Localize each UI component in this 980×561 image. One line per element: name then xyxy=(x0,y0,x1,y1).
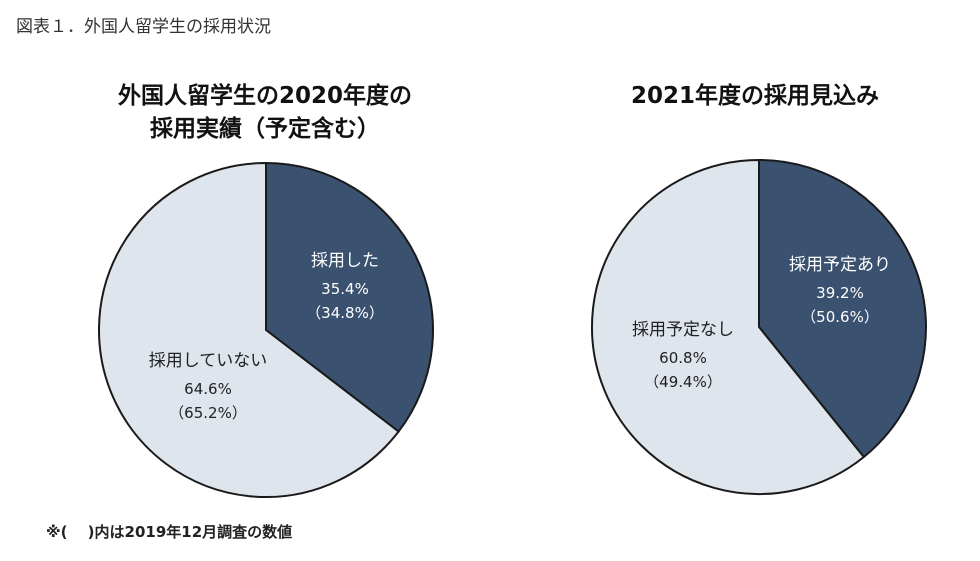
pie-2021-slice-0-value: 39.2% xyxy=(816,284,864,302)
chart-title-2020: 外国人留学生の2020年度の 採用実績（予定含む） xyxy=(90,80,440,146)
chart-title-2020-line-2: 採用実績（予定含む） xyxy=(150,116,380,142)
chart-title-2020-line-1: 外国人留学生の2020年度の xyxy=(117,83,412,109)
chart-title-2021-line-1: 2021年度の採用見込み xyxy=(630,83,879,109)
pie-2021-slice-1-value: 60.8% xyxy=(659,349,707,367)
pie-2020-slice-0 xyxy=(265,162,434,433)
footnote: ※( )内は2019年12月調査の数値 xyxy=(46,523,293,541)
pie-2020-slice-1-value: 64.6% xyxy=(184,380,232,398)
pie-2021-slice-1-label: 採用予定なし xyxy=(632,320,734,340)
chart-title-2021: 2021年度の採用見込み xyxy=(580,80,930,113)
pie-2020-slice-1-label: 採用していない xyxy=(149,351,268,371)
pie-2020-slice-0-previous: （34.8%） xyxy=(306,304,384,322)
figure-caption: 図表１．外国人留学生の採用状況 xyxy=(16,17,271,37)
pie-2020-slice-0-label: 採用した xyxy=(311,251,379,271)
pie-2020-slice-1-previous: （65.2%） xyxy=(169,404,247,422)
pie-2020-slice-0-value: 35.4% xyxy=(321,280,369,298)
pie-2021-slice-0-label: 採用予定あり xyxy=(789,255,891,275)
pie-2020-slice-1 xyxy=(98,162,400,498)
pie-2021-slice-1-previous: （49.4%） xyxy=(644,373,722,391)
pie-2021-slice-0 xyxy=(758,159,927,458)
pie-2021-slice-0-previous: （50.6%） xyxy=(801,308,879,326)
pie-2021-slice-1 xyxy=(591,159,865,495)
